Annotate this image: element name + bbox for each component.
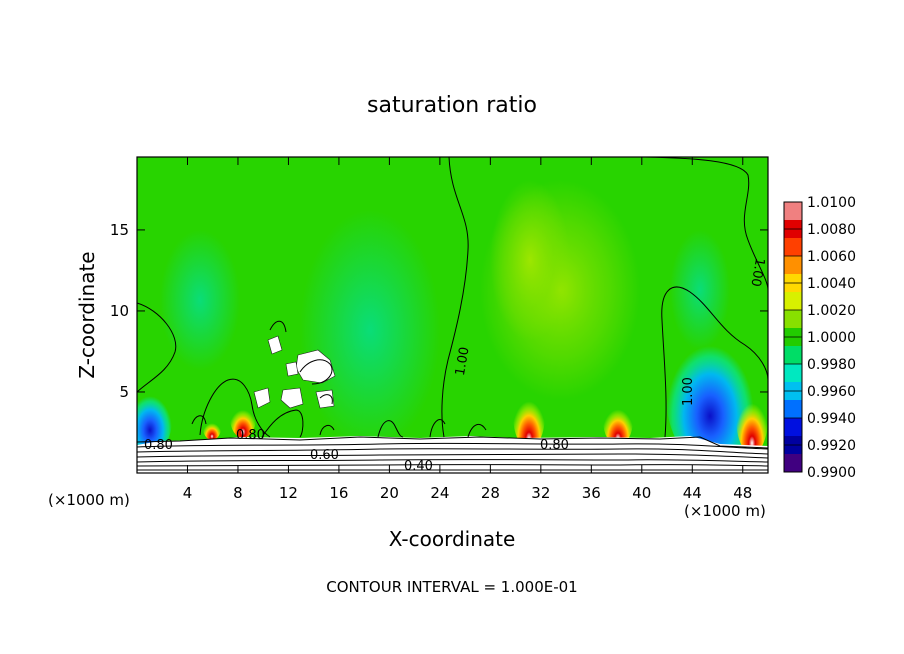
- moist-cell: [203, 416, 221, 440]
- teal-zone: [670, 230, 730, 350]
- colorbar-cell: [784, 346, 802, 365]
- colorbar-label: 1.0100: [807, 195, 856, 211]
- y-tick-label: 15: [110, 221, 129, 239]
- colorbar: 1.0100 1.0080 1.0060 1.0040 1.0020 1.0000 0.99…: [783, 195, 856, 481]
- teal-zone: [300, 210, 440, 450]
- colorbar-cell: [784, 310, 802, 329]
- colorbar-label: 0.9980: [807, 357, 856, 373]
- blue-dry-zone: [137, 386, 172, 454]
- y-tick-label: 5: [119, 383, 129, 401]
- contour-label: 1.00: [747, 257, 767, 288]
- x-unit-right: (×1000 m): [684, 502, 766, 520]
- heatmap-field: 1.00 1.00 1.00 0.80 0.80 0.80 0.60 0.40: [137, 157, 768, 474]
- colorbar-label: 0.9960: [807, 384, 856, 400]
- x-tick-label: 20: [380, 484, 399, 502]
- contour-label: 0.80: [540, 438, 569, 453]
- colorbar-label: 1.0040: [807, 276, 856, 292]
- x-tick-label: 40: [632, 484, 651, 502]
- x-tick-label: 8: [233, 484, 243, 502]
- x-tick-label: 32: [531, 484, 550, 502]
- x-unit-left: (×1000 m): [48, 491, 130, 509]
- x-axis-label: X-coordinate: [389, 527, 516, 551]
- contour-label: 0.40: [404, 459, 433, 474]
- x-tick-label: 36: [582, 484, 601, 502]
- moist-cell: [603, 394, 633, 446]
- moist-cell: [736, 382, 768, 454]
- y-axis-label: Z-coordinate: [75, 251, 99, 378]
- x-tick-label: 28: [481, 484, 500, 502]
- colorbar-cell: [784, 454, 802, 473]
- x-tick-label: 48: [733, 484, 752, 502]
- x-tick-label: 4: [183, 484, 193, 502]
- blue-dry-zone: [666, 325, 754, 465]
- contour-labels: 1.00 1.00 1.00 0.80 0.80 0.80 0.60 0.40: [144, 257, 767, 474]
- contour-label: 0.60: [310, 448, 339, 463]
- contour-label: 0.80: [236, 428, 265, 443]
- y-tick-label: 10: [110, 302, 129, 320]
- contour-label: 1.00: [453, 346, 473, 377]
- x-tick-label: 16: [329, 484, 348, 502]
- colorbar-cell: [784, 400, 802, 419]
- colorbar-label: 0.9940: [807, 411, 856, 427]
- contour-interval-note: CONTOUR INTERVAL = 1.000E-01: [326, 578, 577, 596]
- colorbar-cell: [784, 256, 802, 275]
- colorbar-label: 0.9920: [807, 438, 856, 454]
- x-tick-label: 24: [430, 484, 449, 502]
- colorbar-cell: [784, 292, 802, 311]
- white-patches: [253, 335, 336, 409]
- colorbar-cell: [784, 202, 802, 221]
- yellow-zone: [490, 180, 570, 340]
- colorbar-cell: [784, 418, 802, 437]
- contour-label: 0.80: [144, 438, 173, 453]
- colorbar-label: 1.0020: [807, 303, 856, 319]
- moist-cell: [230, 398, 256, 438]
- teal-zone: [160, 230, 240, 370]
- x-tick-label: 44: [683, 484, 702, 502]
- plot-frame: [136, 156, 769, 474]
- chart-title: saturation ratio: [367, 93, 537, 118]
- colorbar-label: 1.0000: [807, 330, 856, 346]
- contour-label: 1.00: [681, 377, 696, 406]
- colorbar-label: 1.0060: [807, 249, 856, 265]
- x-tick-label: 12: [279, 484, 298, 502]
- colorbar-cell: [784, 364, 802, 383]
- colorbar-cell: [784, 238, 802, 257]
- colorbar-label: 0.9900: [807, 465, 856, 481]
- moist-cell: [513, 381, 545, 449]
- colorbar-label: 1.0080: [807, 222, 856, 238]
